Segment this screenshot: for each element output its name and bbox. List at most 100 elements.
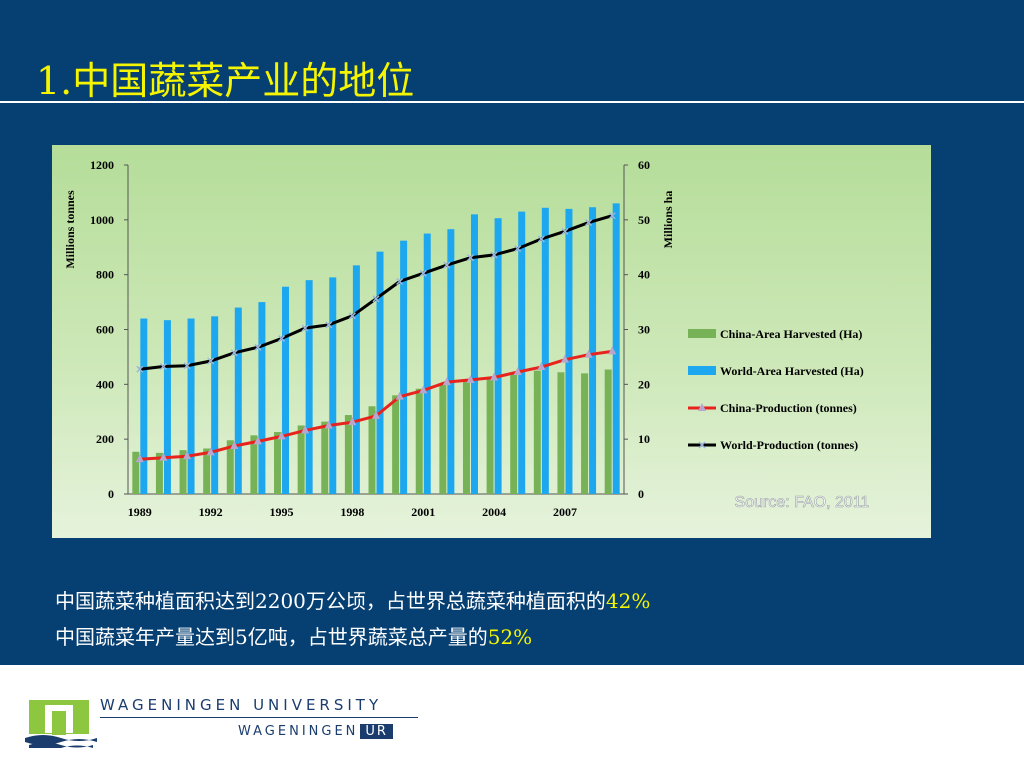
bar-world-area (589, 207, 597, 494)
bar-world-area (541, 207, 549, 494)
point-world-production (325, 321, 333, 329)
bar-world-area (447, 229, 455, 494)
bar-world-area (305, 280, 313, 494)
bar-china-area (557, 372, 565, 494)
y-axis-left-title: Millions tonnes (63, 190, 77, 269)
bar-china-area (344, 415, 352, 494)
bar-china-area (179, 450, 187, 494)
bar-world-area (282, 286, 290, 494)
point-world-production (585, 219, 593, 227)
point-world-production (514, 245, 522, 253)
x-tick-label: 2004 (482, 505, 506, 519)
bar-china-area (486, 378, 494, 494)
x-tick-label: 2001 (411, 505, 435, 519)
bar-world-area (612, 203, 620, 494)
y-left-tick-label: 1000 (90, 213, 114, 227)
point-china-production (277, 431, 286, 440)
bar-china-area (203, 448, 211, 494)
bar-world-area (140, 318, 148, 494)
point-world-production (207, 357, 215, 365)
bar-china-area (604, 369, 612, 494)
point-world-production (301, 324, 309, 332)
x-tick-label: 1989 (128, 505, 152, 519)
bar-world-area (163, 320, 171, 494)
point-world-production (159, 362, 167, 371)
point-china-production (206, 447, 215, 456)
y-left-tick-label: 1200 (90, 158, 114, 172)
point-china-production (301, 425, 310, 434)
bar-china-area (510, 373, 518, 494)
university-name: WAGENINGEN UNIVERSITY (100, 696, 383, 714)
x-tick-label: 2007 (553, 505, 577, 519)
y-left-tick-label: 400 (96, 377, 114, 391)
point-world-production (419, 269, 427, 277)
brand-ur-badge: UR (360, 724, 393, 739)
point-world-production (490, 251, 498, 259)
bar-china-area (462, 380, 470, 494)
bar-china-area (392, 395, 400, 494)
title-divider (0, 101, 1024, 103)
y-right-tick-label: 50 (638, 213, 650, 227)
y-right-tick-label: 60 (638, 158, 650, 172)
point-world-production (561, 227, 569, 235)
statement-area: 中国蔬菜种植面积达到2200万公顷，占世界总蔬菜种植面积的42% (55, 585, 650, 614)
bar-world-area (565, 208, 573, 494)
brand-subline: WAGENINGEN UR (238, 724, 393, 739)
y-axis-right-title: Millions ha (661, 191, 675, 249)
point-china-production (230, 441, 239, 450)
point-world-production (537, 235, 545, 243)
y-left-tick-label: 200 (96, 432, 114, 446)
statement-production-percent: 52% (487, 625, 533, 649)
statement-area-text: 中国蔬菜种植面积达到2200万公顷，占世界总蔬菜种植面积的 (55, 589, 606, 613)
bar-china-area (155, 452, 163, 494)
point-world-production (372, 295, 380, 303)
bar-world-area (494, 218, 502, 494)
brand-sub-name: WAGENINGEN (238, 724, 359, 739)
legend-label: China-Area Harvested (Ha) (720, 327, 862, 341)
y-right-tick-label: 30 (638, 323, 650, 337)
y-right-tick-label: 10 (638, 432, 650, 446)
x-tick-label: 1992 (199, 505, 223, 519)
point-world-production (608, 212, 616, 220)
point-china-production (372, 410, 380, 419)
legend-label: World-Production (tonnes) (720, 438, 858, 452)
bar-world-area (352, 265, 360, 494)
bar-world-area (234, 307, 242, 494)
bar-world-area (329, 277, 337, 494)
brand-divider (100, 717, 418, 718)
point-china-production (560, 354, 569, 363)
point-world-production (230, 349, 238, 357)
y-left-tick-label: 800 (96, 268, 114, 282)
bar-china-area (274, 432, 282, 494)
bar-china-area (321, 421, 329, 494)
point-world-production (277, 335, 286, 343)
bar-china-area (581, 373, 589, 494)
y-left-tick-label: 600 (96, 323, 114, 337)
point-china-production (395, 391, 404, 400)
y-right-tick-label: 0 (638, 487, 644, 501)
point-world-production (183, 362, 191, 370)
bar-world-area (258, 302, 266, 494)
bar-china-area (250, 435, 258, 494)
wageningen-logo-icon (25, 700, 97, 748)
bar-world-area (423, 233, 431, 494)
bar-china-area (297, 425, 305, 494)
point-china-production (513, 366, 522, 375)
point-world-production (254, 343, 262, 351)
bar-china-area (132, 451, 140, 494)
point-world-production (136, 365, 144, 373)
statement-area-percent: 42% (605, 589, 651, 613)
x-tick-label: 1998 (340, 505, 364, 519)
point-china-production (584, 349, 593, 358)
bar-world-area (400, 240, 408, 494)
legend-label: China-Production (tonnes) (720, 401, 857, 415)
legend-marker (698, 441, 706, 449)
point-china-production (466, 374, 475, 383)
chart-panel: 0 200 400 600 800 1000 1200 0 10 20 30 40 50 60 Millio… (52, 145, 931, 538)
legend-swatch (688, 366, 716, 375)
statement-production-text: 中国蔬菜年产量达到5亿吨，占世界蔬菜总产量的 (55, 625, 488, 649)
point-world-production (466, 254, 475, 262)
point-china-production (490, 372, 499, 381)
bar-china-area (439, 383, 447, 494)
bar-world-area (187, 318, 195, 494)
